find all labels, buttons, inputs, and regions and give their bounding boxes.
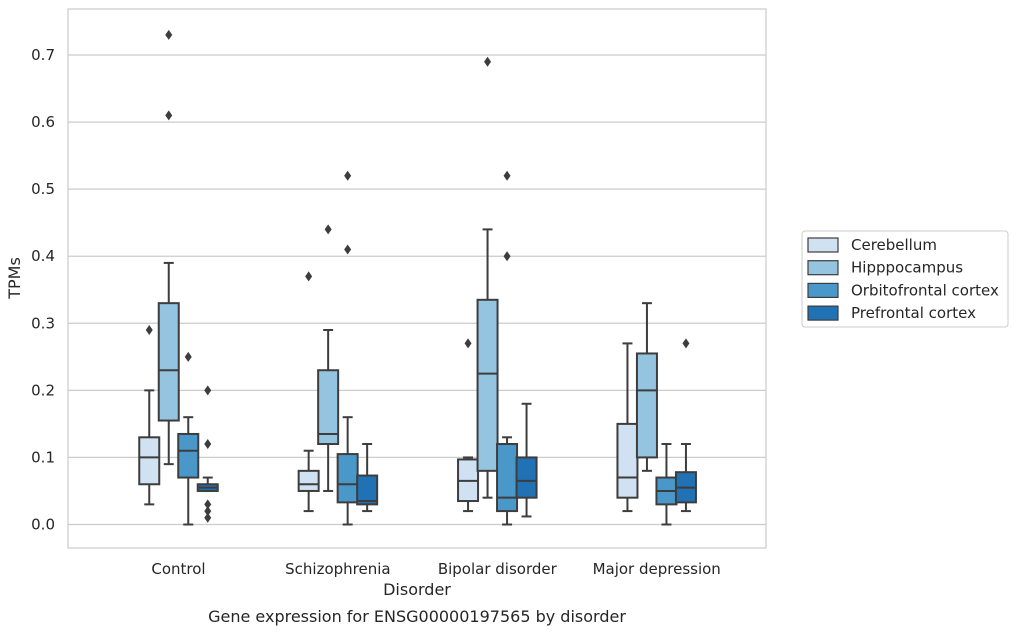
plot-area-frame [67,8,767,549]
outlier-point [184,351,192,362]
outlier-point [344,170,352,181]
x-tick-label: Control [151,560,205,578]
box-orbitofrontal-cortex [496,170,519,526]
y-tick-label: 0.5 [31,180,55,198]
y-axis-label: TPMs [5,257,24,300]
box-orbitofrontal-cortex [177,351,200,526]
x-axis-label: Disorder [383,580,451,599]
x-axis-ticks: Control Schizophrenia Bipolar disorder Majo… [151,560,720,578]
box-cerebellum [138,324,161,506]
boxes [138,29,697,526]
box-cerebellum [297,271,320,513]
y-tick-label: 0.4 [31,247,55,265]
y-tick-label: 0.7 [31,46,55,64]
box-body [297,469,320,492]
box-body [138,436,161,486]
box-orbitofrontal-cortex [336,170,359,526]
outlier-point [204,499,212,510]
box-body [317,369,340,446]
outlier-point [165,110,173,121]
legend-label: Prefrontal cortex [851,304,976,322]
box-body [635,352,658,459]
legend-swatch [807,237,839,253]
box-hipppocampus [317,224,340,492]
legend: Cerebellum Hipppocampus Orbitofrontal cort… [801,230,1009,328]
box-orbitofrontal-cortex [655,443,678,526]
box-hipppocampus [635,302,658,472]
outlier-point [204,506,212,517]
box-prefrontal-cortex [674,338,697,513]
box-hipppocampus [157,29,180,466]
box-body [356,474,379,506]
x-tick-label: Major depression [593,560,721,578]
box-prefrontal-cortex [196,385,219,523]
outlier-point [503,251,511,262]
outlier-point [682,338,690,349]
outlier-point [484,56,492,67]
outlier-point [324,224,332,235]
y-tick-label: 0.0 [31,516,55,534]
outlier-point [204,385,212,396]
box-prefrontal-cortex [356,443,379,513]
outlier-point [204,512,212,523]
box-body [496,443,519,513]
box-cerebellum [457,338,480,513]
box-body [515,456,538,499]
y-tick-label: 0.2 [31,381,55,399]
box-prefrontal-cortex [515,402,538,518]
y-tick-label: 0.6 [31,113,55,131]
chart-caption: Gene expression for ENSG00000197565 by d… [208,607,626,626]
box-body [177,432,200,479]
outlier-point [165,29,173,40]
outlier-point [204,439,212,450]
legend-label: Hipppocampus [851,259,963,277]
legend-swatch [807,260,839,276]
legend-label: Cerebellum [851,236,937,254]
box-body [476,298,499,472]
legend-swatch [807,282,839,298]
x-tick-label: Schizophrenia [285,560,390,578]
box-hipppocampus [476,56,499,499]
box-cerebellum [616,342,639,513]
legend-label: Orbitofrontal cortex [851,281,999,299]
box-body [616,422,639,499]
x-tick-label: Bipolar disorder [438,560,558,578]
y-tick-label: 0.1 [31,448,55,466]
outlier-point [503,170,511,181]
box-body [157,302,180,422]
outlier-point [464,338,472,349]
outlier-point [305,271,313,282]
legend-swatch [807,305,839,321]
y-axis-ticks: 0.0 0.1 0.2 0.3 0.4 0.5 0.6 0.7 [31,46,55,534]
outlier-point [145,324,153,335]
legend-frame [801,230,1009,328]
y-tick-label: 0.3 [31,314,55,332]
box-body [336,453,359,504]
gridlines [68,54,766,526]
outlier-point [344,244,352,255]
